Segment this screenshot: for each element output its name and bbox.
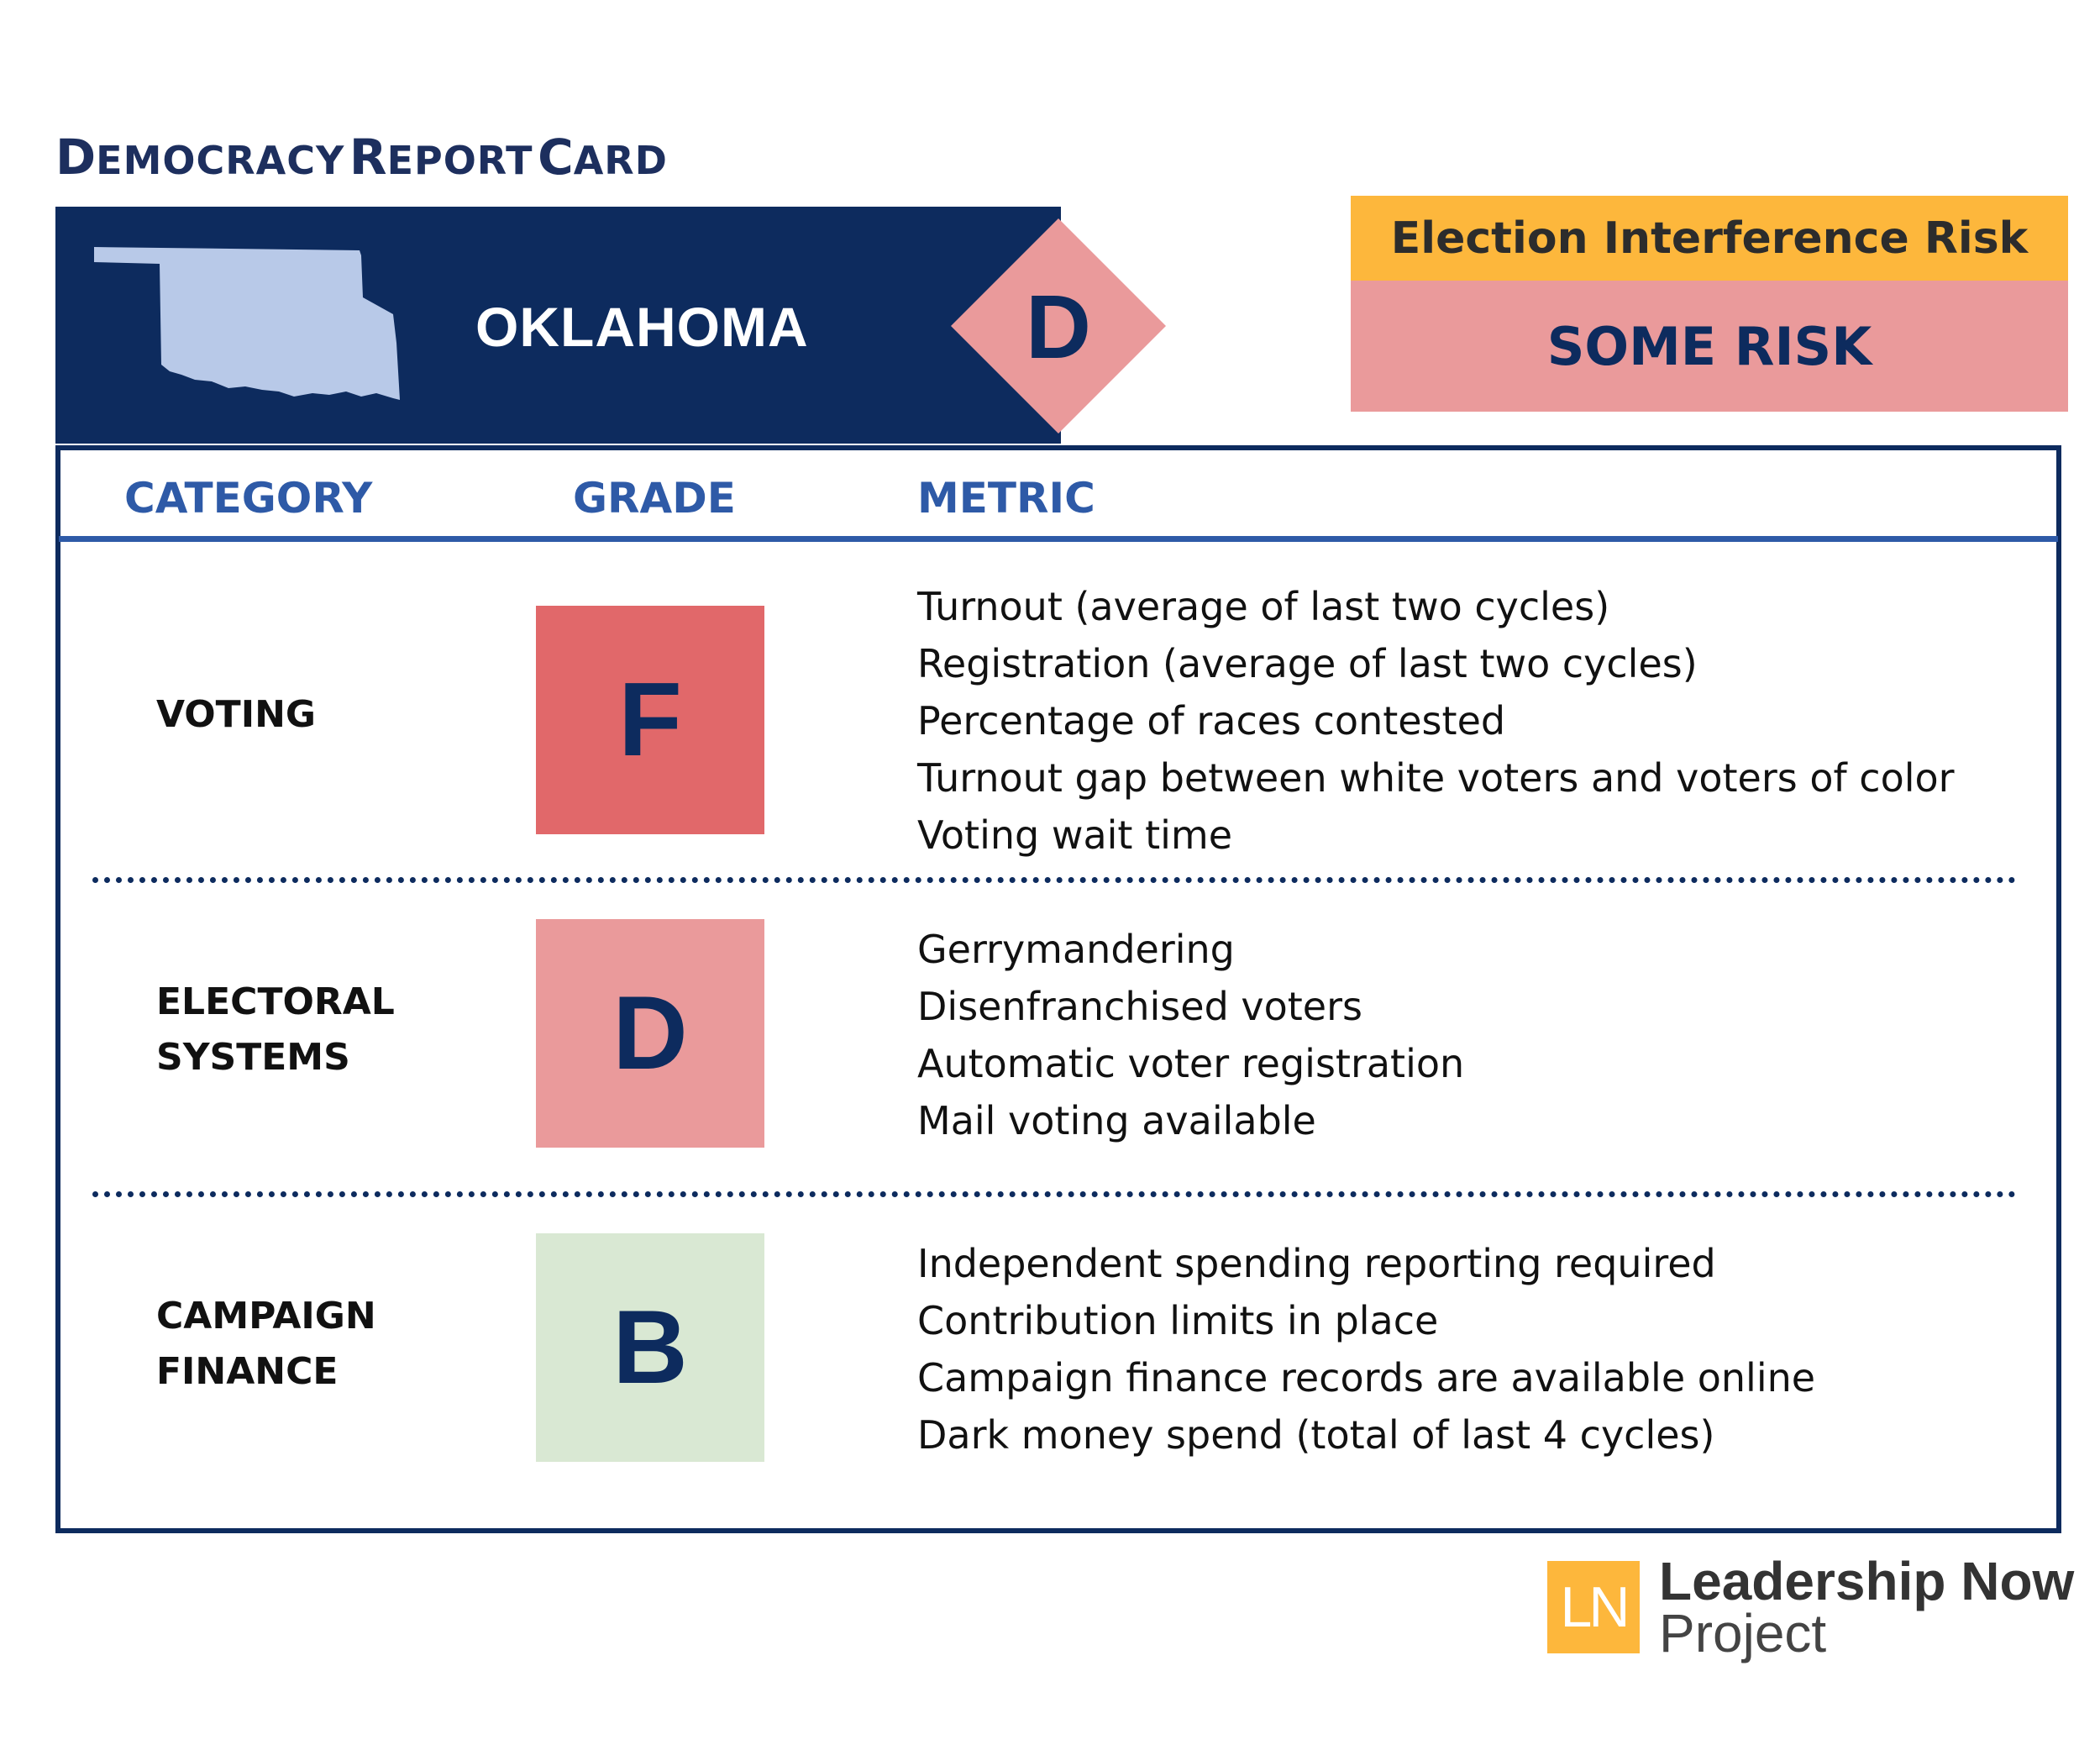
metric-item: Independent spending reporting required [917, 1241, 1716, 1286]
ln-logo-icon: LN [1547, 1561, 1640, 1653]
metric-item: Dark money spend (total of last 4 cycles… [917, 1412, 1715, 1458]
metric-item: Turnout gap between white voters and vot… [917, 755, 1955, 801]
column-header-metric: METRIC [917, 474, 1095, 523]
metric-item: Contribution limits in place [917, 1298, 1439, 1343]
metric-item: Gerrymandering [917, 927, 1235, 972]
risk-header: Election Interference Risk [1351, 196, 2068, 281]
overall-grade: D [1026, 275, 1091, 377]
category-campaign-finance: CAMPAIGN FINANCE [156, 1295, 376, 1393]
metric-item: Registration (average of last two cycles… [917, 641, 1698, 686]
header-rule [59, 536, 2058, 542]
metric-item: Disenfranchised voters [917, 984, 1362, 1029]
column-header-category: CATEGORY [124, 474, 373, 523]
column-header-grade: GRADE [573, 474, 736, 523]
row-divider [92, 877, 2016, 883]
metrics-electoral-systems: Gerrymandering Disenfranchised voters Au… [917, 921, 1464, 1149]
overall-grade-diamond [951, 218, 1166, 434]
report-table [55, 445, 2061, 1533]
metric-item: Percentage of races contested [917, 698, 1506, 744]
state-name: OKLAHOMA [475, 296, 809, 358]
category-electoral-systems: ELECTORAL SYSTEMS [156, 980, 395, 1079]
metric-item: Automatic voter registration [917, 1041, 1465, 1086]
category-voting: VOTING [156, 693, 317, 736]
metric-item: Turnout (average of last two cycles) [917, 584, 1610, 629]
state-banner: OKLAHOMA [55, 207, 1061, 444]
logo-text-line1: Leadership Now [1659, 1551, 2075, 1611]
page-title: DEMOCRACY REPORT CARD [55, 129, 668, 186]
metrics-voting: Turnout (average of last two cycles) Reg… [917, 578, 1955, 864]
metric-item: Mail voting available [917, 1098, 1316, 1143]
logo-text-line2: Project [1659, 1603, 1827, 1663]
metric-item: Campaign finance records are available o… [917, 1355, 1816, 1401]
grade-electoral-systems: D [536, 919, 764, 1148]
metric-item: Voting wait time [917, 812, 1233, 858]
grade-voting: F [536, 606, 764, 834]
metrics-campaign-finance: Independent spending reporting required … [917, 1235, 1815, 1464]
oklahoma-map-icon [94, 247, 400, 400]
grade-campaign-finance: B [536, 1233, 764, 1462]
risk-value: SOME RISK [1351, 281, 2068, 412]
row-divider [92, 1191, 2016, 1197]
